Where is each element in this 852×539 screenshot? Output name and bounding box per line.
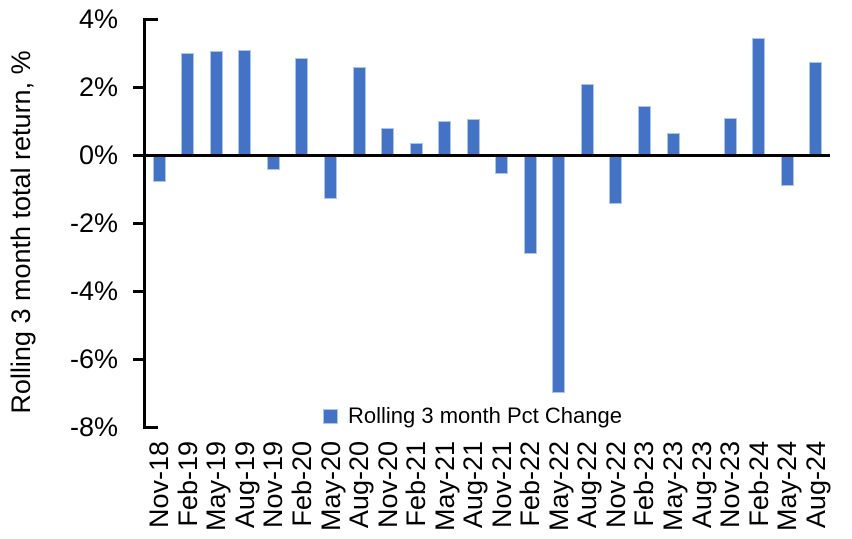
bar-May-21 [438, 121, 452, 155]
x-tick-label: May-24 [772, 441, 803, 532]
bar-Aug-22 [580, 83, 594, 155]
bar-Nov-19 [266, 155, 280, 171]
y-axis-end-cap [143, 425, 158, 429]
x-tick-label: Feb-20 [286, 441, 317, 527]
legend: Rolling 3 month Pct Change [323, 402, 622, 430]
x-tick-label: Feb-22 [515, 441, 546, 527]
x-tick-label: Aug-19 [229, 441, 260, 529]
x-tick-label: Feb-24 [743, 441, 774, 527]
bar-Nov-22 [609, 155, 623, 205]
x-tick-label: Aug-20 [344, 441, 375, 529]
x-tick-label: Aug-22 [572, 441, 603, 529]
bar-Feb-23 [637, 105, 651, 155]
bar-Nov-21 [495, 155, 509, 174]
x-tick-label: Nov-21 [486, 441, 517, 529]
x-tick-label: May-20 [315, 441, 346, 532]
y-axis-tick [133, 357, 143, 361]
y-axis-line [143, 18, 146, 428]
x-axis-zero-line [145, 153, 830, 157]
bar-May-22 [552, 155, 566, 393]
bar-Feb-20 [295, 58, 309, 155]
y-axis-tick [133, 289, 143, 293]
x-tick-label: Aug-24 [800, 441, 831, 529]
bar-Aug-20 [352, 66, 366, 155]
bar-Nov-23 [723, 117, 737, 155]
x-tick-label: May-19 [201, 441, 232, 532]
legend-swatch-icon [323, 408, 338, 424]
bar-Aug-19 [238, 49, 252, 155]
x-tick-label: May-22 [543, 441, 574, 532]
bar-May-24 [780, 155, 794, 186]
y-axis-tick [133, 85, 143, 89]
bar-Nov-20 [381, 127, 395, 155]
y-tick-label: 2% [78, 72, 118, 102]
bar-May-19 [209, 51, 223, 155]
legend-label: Rolling 3 month Pct Change [348, 403, 622, 428]
y-tick-label: 4% [78, 4, 118, 34]
bar-May-20 [324, 155, 338, 200]
x-tick-label: Nov-20 [372, 441, 403, 529]
bar-Nov-18 [152, 155, 166, 183]
bar-Aug-21 [466, 119, 480, 155]
x-tick-label: Feb-19 [172, 441, 203, 527]
x-tick-label: Nov-19 [258, 441, 289, 529]
x-tick-label: Aug-23 [686, 441, 717, 529]
y-axis-tick [133, 221, 143, 225]
bar-Feb-19 [181, 53, 195, 155]
x-tick-label: Nov-22 [600, 441, 631, 529]
y-tick-label: 0% [78, 140, 118, 170]
plot-area [133, 17, 830, 429]
x-tick-label: Feb-21 [401, 441, 432, 527]
y-tick-label: -4% [69, 276, 118, 306]
x-tick-label: May-23 [658, 441, 689, 532]
bar-Feb-24 [752, 37, 766, 155]
bar-Aug-24 [809, 61, 823, 155]
y-axis-end-cap [143, 17, 158, 21]
y-tick-label: -6% [69, 344, 118, 374]
y-axis-tick [133, 153, 143, 157]
y-tick-label: -2% [69, 208, 118, 238]
x-tick-label: Feb-23 [629, 441, 660, 527]
y-tick-label: -8% [69, 412, 118, 442]
x-tick-label: Nov-23 [715, 441, 746, 529]
bar-Feb-22 [523, 155, 537, 254]
x-tick-label: Nov-18 [144, 441, 175, 529]
x-tick-label: Aug-21 [458, 441, 489, 529]
x-tick-label: May-21 [429, 441, 460, 532]
bar-May-23 [666, 132, 680, 155]
